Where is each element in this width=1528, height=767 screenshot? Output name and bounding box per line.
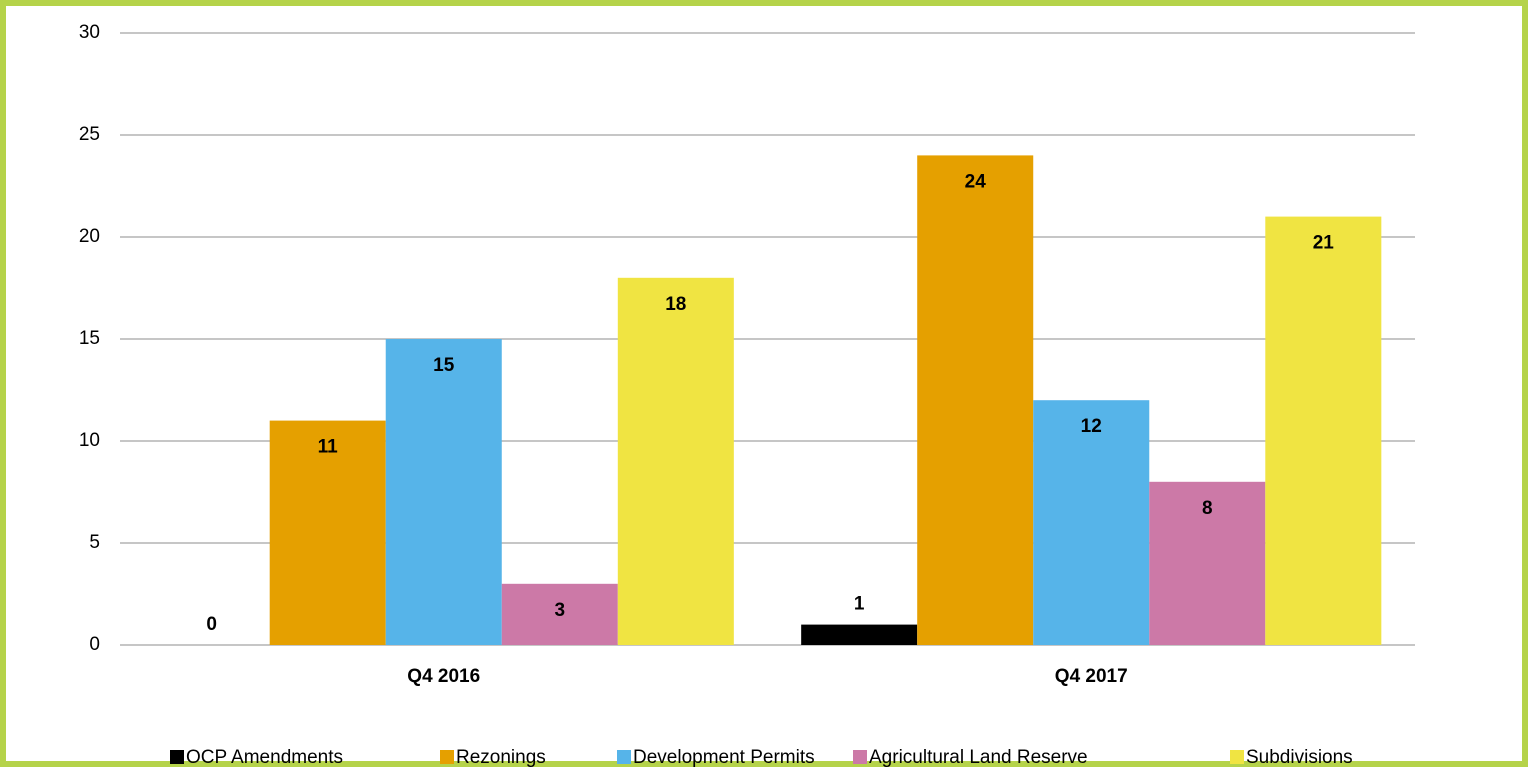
legend-swatch <box>617 750 631 764</box>
bar <box>269 420 386 645</box>
y-tick-label: 15 <box>79 328 100 349</box>
legend-label: Agricultural Land Reserve <box>869 747 1088 767</box>
data-label: 12 <box>1081 416 1102 437</box>
data-label: 18 <box>665 294 686 315</box>
data-label: 15 <box>433 355 455 376</box>
bar <box>1265 216 1382 645</box>
bar <box>1149 481 1266 645</box>
bar <box>617 277 734 645</box>
x-tick-label: Q4 2016 <box>407 666 480 687</box>
y-tick-label: 20 <box>79 226 100 247</box>
data-label: 8 <box>1202 498 1213 519</box>
legend-label: Development Permits <box>633 747 815 767</box>
bar <box>1033 400 1150 645</box>
y-tick-label: 5 <box>89 532 100 553</box>
y-tick-label: 30 <box>79 22 100 43</box>
data-label: 1 <box>854 594 865 615</box>
bar <box>801 624 918 645</box>
legend-swatch <box>1230 750 1244 764</box>
data-label: 21 <box>1313 233 1335 254</box>
data-label: 24 <box>965 171 987 192</box>
data-label: 11 <box>318 437 339 458</box>
legend-label: OCP Amendments <box>186 747 343 767</box>
y-tick-label: 10 <box>79 430 100 451</box>
data-label: 0 <box>206 614 217 635</box>
bar <box>385 339 502 645</box>
x-tick-label: Q4 2017 <box>1055 666 1128 687</box>
bar <box>917 155 1034 645</box>
legend-swatch <box>170 750 184 764</box>
y-tick-label: 25 <box>79 124 100 145</box>
bar <box>501 583 618 645</box>
legend-swatch <box>853 750 867 764</box>
legend-swatch <box>440 750 454 764</box>
legend-label: Rezonings <box>456 747 546 767</box>
y-tick-label: 0 <box>89 634 100 655</box>
legend-label: Subdivisions <box>1246 747 1353 767</box>
data-label: 3 <box>554 600 565 621</box>
